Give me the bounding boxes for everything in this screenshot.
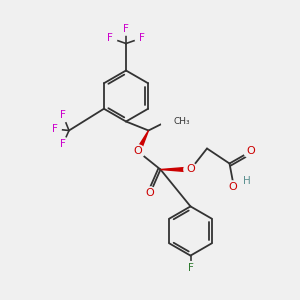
- Polygon shape: [160, 167, 190, 172]
- Circle shape: [104, 32, 117, 45]
- Circle shape: [226, 181, 239, 194]
- Text: F: F: [107, 33, 113, 43]
- Circle shape: [143, 187, 157, 200]
- Circle shape: [135, 32, 148, 45]
- Text: O: O: [246, 146, 255, 157]
- Circle shape: [48, 122, 61, 136]
- Text: F: F: [139, 33, 145, 43]
- Text: H: H: [243, 176, 251, 186]
- Circle shape: [184, 163, 197, 176]
- Text: CH₃: CH₃: [174, 117, 190, 126]
- Circle shape: [131, 145, 145, 158]
- Text: O: O: [134, 146, 142, 157]
- Text: F: F: [60, 110, 66, 121]
- Text: F: F: [52, 124, 58, 134]
- Circle shape: [56, 137, 70, 151]
- Text: O: O: [186, 164, 195, 175]
- Circle shape: [161, 109, 187, 134]
- Text: F: F: [188, 263, 194, 273]
- Text: O: O: [228, 182, 237, 193]
- Circle shape: [56, 109, 70, 122]
- Circle shape: [244, 145, 257, 158]
- Text: F: F: [60, 139, 66, 149]
- Circle shape: [184, 262, 197, 275]
- Circle shape: [119, 22, 133, 35]
- Text: F: F: [123, 23, 129, 34]
- Polygon shape: [136, 130, 148, 153]
- Text: O: O: [146, 188, 154, 199]
